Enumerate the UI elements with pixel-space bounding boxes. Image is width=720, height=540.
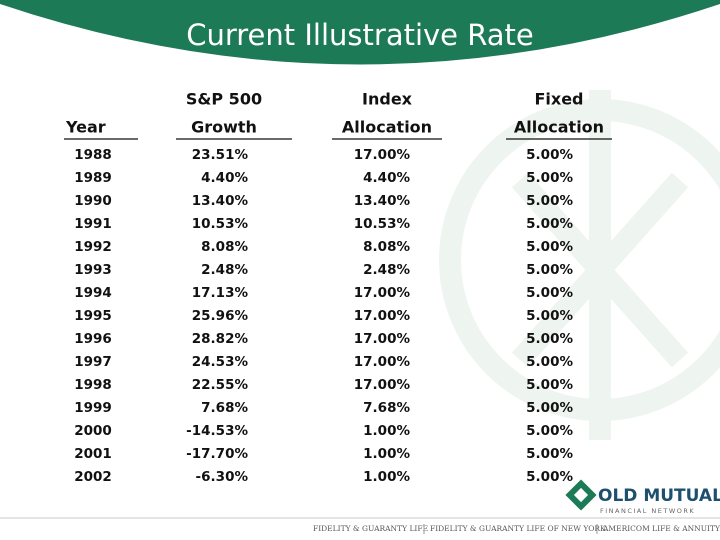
rate-cell: 1.00% <box>363 446 410 462</box>
rate-cell: 17.13% <box>192 285 249 301</box>
rate-cell: 5.00% <box>526 423 573 439</box>
year-cell: 1997 <box>74 354 112 370</box>
year-cell: 1998 <box>74 377 112 393</box>
rate-cell: 2.48% <box>201 262 248 278</box>
column-header: Allocation <box>342 118 432 137</box>
footer-company: FIDELITY & GUARANTY LIFE <box>313 524 428 533</box>
logo: OLD MUTUAL FINANCIAL NETWORK <box>565 479 720 515</box>
rate-cell: 5.00% <box>526 216 573 232</box>
rate-cell: 22.55% <box>192 377 249 393</box>
rate-cell: 5.00% <box>526 377 573 393</box>
year-cell: 1989 <box>74 170 112 186</box>
rate-cell: 8.08% <box>363 239 410 255</box>
column-header: Index <box>362 90 413 109</box>
rate-cell: 7.68% <box>363 400 410 416</box>
logo-name: OLD MUTUAL <box>598 486 720 506</box>
rate-cell: 5.00% <box>526 331 573 347</box>
rate-cell: 5.00% <box>526 239 573 255</box>
column-header: Year <box>65 118 106 137</box>
rate-cell: -6.30% <box>196 469 249 485</box>
rate-cell: 25.96% <box>192 308 249 324</box>
rate-cell: 5.00% <box>526 446 573 462</box>
rate-cell: 10.53% <box>192 216 249 232</box>
rate-cell: 13.40% <box>354 193 411 209</box>
year-cell: 1993 <box>74 262 112 278</box>
rate-cell: 4.40% <box>363 170 410 186</box>
rate-cell: 5.00% <box>526 170 573 186</box>
year-cell: 2001 <box>74 446 112 462</box>
rate-cell: 17.00% <box>354 147 411 163</box>
column-header: Fixed <box>534 90 583 109</box>
rate-cell: 2.48% <box>363 262 410 278</box>
rate-cell: 5.00% <box>526 308 573 324</box>
year-cell: 1999 <box>74 400 112 416</box>
logo-tagline: FINANCIAL NETWORK <box>600 507 695 515</box>
footer-company: AMERICOM LIFE & ANNUITY <box>602 524 720 533</box>
slide-title: Current Illustrative Rate <box>186 18 534 52</box>
year-cell: 1991 <box>74 216 112 232</box>
column-header: S&P 500 <box>186 90 262 109</box>
rate-cell: -14.53% <box>186 423 248 439</box>
rate-cell: 17.00% <box>354 331 411 347</box>
rate-cell: 5.00% <box>526 285 573 301</box>
rate-cell: 5.00% <box>526 400 573 416</box>
rate-cell: -17.70% <box>186 446 248 462</box>
rate-cell: 17.00% <box>354 354 411 370</box>
rate-cell: 5.00% <box>526 354 573 370</box>
watermark <box>439 90 720 440</box>
footer-company: FIDELITY & GUARANTY LIFE OF NEW YORK <box>430 524 606 533</box>
rate-cell: 4.40% <box>201 170 248 186</box>
year-cell: 1996 <box>74 331 112 347</box>
rate-cell: 17.00% <box>354 308 411 324</box>
rate-cell: 13.40% <box>192 193 249 209</box>
rate-cell: 23.51% <box>192 147 249 163</box>
year-cell: 1995 <box>74 308 112 324</box>
year-cell: 1990 <box>74 193 112 209</box>
rate-cell: 5.00% <box>526 193 573 209</box>
column-header: Growth <box>191 118 257 137</box>
rate-cell: 5.00% <box>526 147 573 163</box>
rate-cell: 17.00% <box>354 377 411 393</box>
rate-cell: 8.08% <box>201 239 248 255</box>
year-cell: 2000 <box>74 423 112 439</box>
rate-cell: 28.82% <box>192 331 249 347</box>
rate-cell: 5.00% <box>526 469 573 485</box>
rate-cell: 17.00% <box>354 285 411 301</box>
rate-cell: 1.00% <box>363 423 410 439</box>
column-header: Allocation <box>514 118 604 137</box>
year-cell: 1992 <box>74 239 112 255</box>
rate-cell: 7.68% <box>201 400 248 416</box>
rate-table: Year S&P 500 Growth Index Allocation Fixed All… <box>65 90 604 486</box>
title-banner <box>0 0 720 65</box>
rate-cell: 24.53% <box>192 354 249 370</box>
rate-cell: 1.00% <box>363 469 410 485</box>
footer: FIDELITY & GUARANTY LIFE FIDELITY & GUARA… <box>313 524 720 534</box>
year-cell: 2002 <box>74 469 112 485</box>
rate-cell: 10.53% <box>354 216 411 232</box>
year-cell: 1994 <box>74 285 112 301</box>
year-cell: 1988 <box>74 147 112 163</box>
rate-cell: 5.00% <box>526 262 573 278</box>
